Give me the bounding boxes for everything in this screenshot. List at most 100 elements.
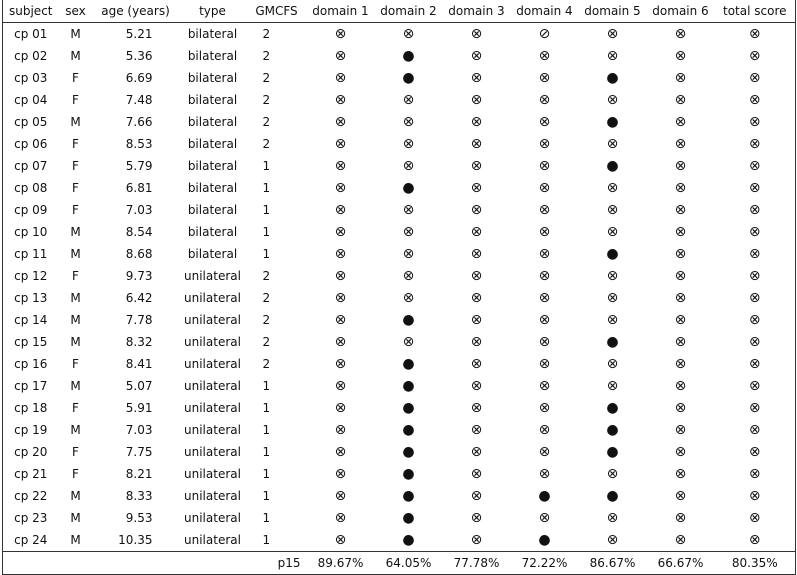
table-cell: ⊗ xyxy=(470,70,483,86)
table-row: cp 23 M 9.53 unilateral 1 ⊗ ● ⊗ ⊗ ⊗ ⊗ ⊗ xyxy=(3,507,796,529)
table-cell: ⊗ xyxy=(674,202,687,218)
table-cell: ⊗ xyxy=(674,444,687,460)
table-cell: ⊗ xyxy=(402,334,415,350)
table-cell: ⊗ xyxy=(334,466,347,482)
table-cell: ● xyxy=(402,532,415,548)
table-cell: ⊗ xyxy=(748,378,761,394)
table-cell: ⊗ xyxy=(674,290,687,306)
table-cell: ⊗ xyxy=(606,202,619,218)
table-cell: ● xyxy=(606,422,619,438)
table-cell: ⊗ xyxy=(470,532,483,548)
table-cell: ⊗ xyxy=(334,114,347,130)
table-row: cp 24 M 10.35 unilateral 1 ⊗ ● ⊗ ● ⊗ ⊗ ⊗ xyxy=(3,529,796,552)
table-cell: ⊗ xyxy=(748,510,761,526)
header-cell: sex xyxy=(58,0,93,23)
table-row: cp 18 F 5.91 unilateral 1 ⊗ ● ⊗ ⊗ ● ⊗ ⊗ xyxy=(3,397,796,419)
header-cell: domain 3 xyxy=(442,0,511,23)
table-cell: ● xyxy=(402,444,415,460)
table-cell: ⊗ xyxy=(402,92,415,108)
table-cell: ⊗ xyxy=(334,136,347,152)
table-cell: ⊗ xyxy=(538,378,551,394)
table-cell: 5.36 xyxy=(125,49,153,63)
table-cell: ⊗ xyxy=(334,70,347,86)
table-row: cp 17 M 5.07 unilateral 1 ⊗ ● ⊗ ⊗ ⊗ ⊗ ⊗ xyxy=(3,375,796,397)
table-cell: ⊗ xyxy=(674,312,687,328)
table-cell: 5.21 xyxy=(125,27,153,41)
table-cell: ⊗ xyxy=(334,246,347,262)
table-cell: M xyxy=(70,511,81,525)
table-cell: 1 xyxy=(262,533,271,547)
table-cell: ⊗ xyxy=(748,136,761,152)
table-cell: 2 xyxy=(262,291,271,305)
table-cell: M xyxy=(70,313,81,327)
table-cell: cp 24 xyxy=(14,533,48,547)
table-cell: ⊗ xyxy=(674,488,687,504)
table-cell: cp 12 xyxy=(14,269,48,283)
table-row: cp 10 M 8.54 bilateral 1 ⊗ ⊗ ⊗ ⊗ ⊗ ⊗ ⊗ xyxy=(3,221,796,243)
table-cell: ⊗ xyxy=(538,510,551,526)
table-cell: cp 09 xyxy=(14,203,48,217)
table-cell: ● xyxy=(402,466,415,482)
table-cell: ⊗ xyxy=(748,114,761,130)
table-cell: bilateral xyxy=(187,49,238,63)
table-cell: 7.03 xyxy=(125,203,153,217)
table-cell: ⊗ xyxy=(334,532,347,548)
table-cell: ⊗ xyxy=(748,158,761,174)
table-cell: ⊗ xyxy=(606,532,619,548)
table-cell: unilateral xyxy=(184,467,241,481)
table-cell: ⊗ xyxy=(748,356,761,372)
table-cell: 8.53 xyxy=(125,137,153,151)
table-cell: ⊗ xyxy=(748,290,761,306)
table-cell: 2 xyxy=(262,93,271,107)
table-cell: ⊗ xyxy=(538,180,551,196)
table-cell: ⊗ xyxy=(470,114,483,130)
footer-value: 86.67% xyxy=(578,551,647,575)
table-cell: ⊗ xyxy=(674,158,687,174)
table-cell: cp 17 xyxy=(14,379,48,393)
table-cell: ⊗ xyxy=(674,136,687,152)
table-row: cp 14 M 7.78 unilateral 2 ⊗ ● ⊗ ⊗ ⊗ ⊗ ⊗ xyxy=(3,309,796,331)
table-cell: ⊗ xyxy=(538,92,551,108)
table-cell: ⊗ xyxy=(334,510,347,526)
table-cell: cp 14 xyxy=(14,313,48,327)
table-cell: M xyxy=(70,225,81,239)
table-cell: 1 xyxy=(262,511,271,525)
table-cell: ● xyxy=(606,158,619,174)
table-cell: cp 20 xyxy=(14,445,48,459)
table-cell: cp 05 xyxy=(14,115,48,129)
table-cell: ⊗ xyxy=(606,312,619,328)
table-cell: 1 xyxy=(262,247,271,261)
table-cell: ⊗ xyxy=(334,158,347,174)
table-cell: ⊗ xyxy=(470,202,483,218)
table-cell: ⊗ xyxy=(470,378,483,394)
table-cell: ⊗ xyxy=(470,488,483,504)
table-cell: ⊗ xyxy=(674,268,687,284)
table-cell: ⊗ xyxy=(334,290,347,306)
table-cell: ⊗ xyxy=(748,70,761,86)
table-row: cp 15 M 8.32 unilateral 2 ⊗ ⊗ ⊗ ⊗ ● ⊗ ⊗ xyxy=(3,331,796,353)
table-cell: ● xyxy=(402,422,415,438)
table-cell: ⊗ xyxy=(748,92,761,108)
table-cell: bilateral xyxy=(187,159,238,173)
table-cell: ⊗ xyxy=(538,356,551,372)
table-cell: ⊗ xyxy=(674,246,687,262)
table-cell: unilateral xyxy=(184,357,241,371)
table-cell: cp 02 xyxy=(14,49,48,63)
table-cell: 1 xyxy=(262,379,271,393)
table-cell: ⊗ xyxy=(606,356,619,372)
table-cell: ⊗ xyxy=(334,26,347,42)
table-cell: ● xyxy=(606,400,619,416)
table-row: cp 01 M 5.21 bilateral 2 ⊗ ⊗ ⊗ ⊘ ⊗ ⊗ ⊗ xyxy=(3,23,796,46)
table-cell: ⊗ xyxy=(748,444,761,460)
table-cell: cp 08 xyxy=(14,181,48,195)
table-cell: ⊗ xyxy=(748,334,761,350)
table-cell: ⊗ xyxy=(334,48,347,64)
table-cell: ⊗ xyxy=(606,510,619,526)
table-cell: ● xyxy=(538,532,551,548)
table-cell: ● xyxy=(606,246,619,262)
table-cell: ⊗ xyxy=(334,202,347,218)
table-cell: 1 xyxy=(262,467,271,481)
table-cell: ● xyxy=(402,312,415,328)
table-cell: ⊗ xyxy=(470,422,483,438)
